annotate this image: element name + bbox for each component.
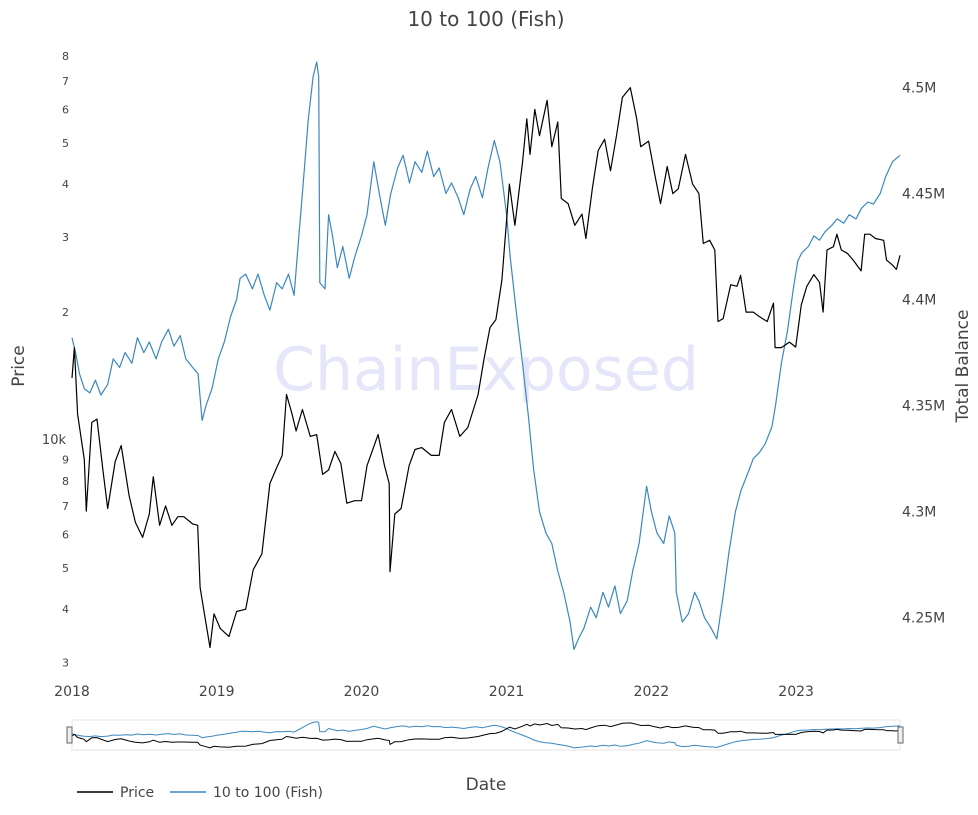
x-axis-title: Date bbox=[466, 775, 507, 795]
x-tick-2022: 2022 bbox=[634, 684, 670, 700]
legend-label-10-to-100-fish: 10 to 100 (Fish) bbox=[213, 785, 323, 801]
series-line-price[interactable] bbox=[71, 87, 901, 649]
x-tick-2020: 2020 bbox=[344, 684, 380, 700]
legend-label-price: Price bbox=[120, 785, 154, 801]
x-tick-2018: 2018 bbox=[54, 684, 90, 700]
x-ticks: 2018 2019 2020 2021 2022 2023 bbox=[54, 684, 814, 700]
y-axis-right-title: Total Balance bbox=[953, 310, 973, 424]
legend[interactable]: Price 10 to 100 (Fish) bbox=[77, 785, 323, 801]
legend-item-10-to-100-fish[interactable]: 10 to 100 (Fish) bbox=[170, 785, 323, 801]
y-left-ticks: 3 4 5 6 7 8 9 10k 2 3 4 5 6 7 8 bbox=[42, 50, 69, 669]
y-left-tick-2: 5 bbox=[62, 562, 69, 575]
y-left-tick-6: 9 bbox=[62, 453, 69, 466]
series-line-10-to-100-fish[interactable] bbox=[71, 61, 901, 651]
y-right-tick-1: 4.3M bbox=[902, 505, 936, 521]
x-tick-2023: 2023 bbox=[778, 684, 814, 700]
range-slider[interactable] bbox=[66, 719, 904, 751]
y-right-tick-2: 4.35M bbox=[902, 399, 945, 415]
y-left-tick-12: 6 bbox=[62, 103, 69, 116]
chart-title: 10 to 100 (Fish) bbox=[407, 7, 564, 31]
legend-item-price[interactable]: Price bbox=[77, 785, 154, 801]
range-slider-line-10-to-100-fish bbox=[71, 721, 901, 749]
y-left-tick-7: 10k bbox=[42, 433, 67, 448]
y-right-tick-0: 4.25M bbox=[902, 611, 945, 627]
y-axis-left-title: Price bbox=[9, 345, 29, 386]
y-left-tick-4: 7 bbox=[62, 500, 69, 513]
y-left-tick-10: 4 bbox=[62, 178, 69, 191]
range-slider-series bbox=[71, 721, 901, 749]
y-right-ticks: 4.25M 4.3M 4.35M 4.4M 4.45M 4.5M bbox=[902, 80, 945, 626]
y-right-tick-4: 4.45M bbox=[902, 186, 945, 202]
y-left-tick-3: 6 bbox=[62, 528, 69, 541]
y-left-tick-8: 2 bbox=[62, 306, 69, 319]
y-left-tick-1: 4 bbox=[62, 603, 69, 616]
y-left-tick-13: 7 bbox=[62, 75, 69, 88]
y-right-tick-5: 4.5M bbox=[902, 80, 936, 96]
y-left-tick-9: 3 bbox=[62, 231, 69, 244]
series-layer[interactable] bbox=[71, 61, 901, 651]
y-right-tick-3: 4.4M bbox=[902, 293, 936, 309]
y-left-tick-5: 8 bbox=[62, 475, 69, 488]
y-left-tick-11: 5 bbox=[62, 137, 69, 150]
x-tick-2019: 2019 bbox=[199, 684, 235, 700]
range-slider-line-price bbox=[71, 722, 901, 749]
range-slider-right-handle[interactable] bbox=[897, 726, 904, 744]
x-tick-2021: 2021 bbox=[489, 684, 525, 700]
y-left-tick-14: 8 bbox=[62, 50, 69, 63]
y-left-tick-0: 3 bbox=[62, 656, 69, 669]
range-slider-left-handle[interactable] bbox=[66, 726, 73, 744]
